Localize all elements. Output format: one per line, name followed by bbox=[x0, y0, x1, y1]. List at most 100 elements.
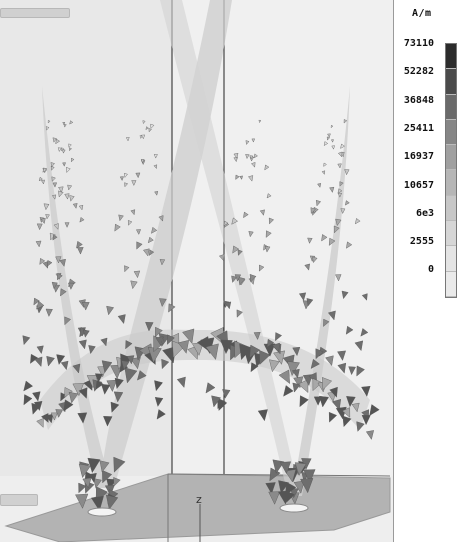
legend-swatch bbox=[446, 195, 456, 222]
field-vector bbox=[45, 308, 53, 317]
field-vector bbox=[101, 360, 113, 374]
field-vector bbox=[265, 482, 276, 495]
field-vector bbox=[77, 412, 88, 424]
field-vector bbox=[150, 123, 155, 129]
legend-label: 25411 bbox=[403, 122, 434, 134]
field-vector bbox=[153, 154, 158, 159]
field-vector bbox=[101, 383, 111, 395]
field-vector bbox=[38, 176, 43, 182]
field-vector bbox=[45, 126, 50, 131]
field-vector bbox=[154, 191, 159, 196]
field-vector bbox=[346, 241, 353, 249]
field-vector bbox=[125, 137, 130, 142]
field-vector bbox=[50, 162, 55, 168]
3d-viewport[interactable]: z bbox=[0, 0, 394, 542]
field-vector bbox=[341, 290, 349, 300]
field-vector bbox=[95, 380, 104, 390]
field-vector bbox=[45, 413, 54, 424]
field-vector bbox=[57, 147, 62, 153]
field-vector bbox=[337, 151, 343, 158]
field-vector bbox=[351, 402, 360, 413]
field-vector bbox=[315, 348, 324, 360]
field-vector bbox=[102, 470, 113, 484]
bottom-tab[interactable] bbox=[0, 494, 38, 506]
field-vector bbox=[275, 332, 283, 342]
field-vector bbox=[337, 362, 347, 374]
field-vector bbox=[278, 369, 290, 384]
field-vector bbox=[40, 179, 45, 185]
field-vector bbox=[52, 182, 58, 188]
field-vector bbox=[57, 273, 63, 281]
legend-label: 0 bbox=[427, 264, 434, 276]
field-vector bbox=[125, 340, 133, 350]
field-vector bbox=[126, 355, 135, 365]
field-vector bbox=[340, 208, 346, 214]
field-vector bbox=[62, 162, 66, 167]
field-vector bbox=[64, 387, 73, 399]
field-vector bbox=[56, 354, 66, 365]
field-vector bbox=[79, 217, 85, 223]
legend-units: A/m bbox=[412, 8, 432, 19]
field-vector bbox=[264, 164, 270, 171]
field-vector bbox=[149, 249, 155, 256]
field-vector bbox=[82, 302, 90, 311]
field-vector bbox=[303, 469, 316, 484]
field-vector bbox=[272, 342, 280, 353]
field-vector bbox=[251, 162, 256, 168]
field-vector bbox=[233, 153, 239, 159]
field-vector bbox=[327, 310, 336, 321]
legend-label: 52282 bbox=[403, 66, 434, 78]
field-vector bbox=[60, 392, 68, 402]
field-vector bbox=[176, 376, 186, 388]
field-vector bbox=[167, 334, 175, 345]
field-vector bbox=[217, 397, 226, 410]
field-vectors bbox=[22, 119, 380, 512]
ground-edge-2 bbox=[167, 473, 391, 477]
field-vector bbox=[211, 395, 221, 408]
legend-label: 2555 bbox=[409, 236, 434, 248]
field-vector bbox=[136, 241, 143, 250]
field-vector bbox=[69, 195, 75, 202]
field-vector bbox=[321, 377, 333, 391]
field-vector bbox=[205, 343, 219, 360]
field-vector bbox=[42, 167, 48, 173]
field-vector bbox=[323, 318, 330, 327]
field-vector bbox=[222, 389, 231, 399]
field-vector bbox=[78, 482, 87, 494]
field-vector bbox=[335, 274, 342, 282]
field-vector bbox=[269, 359, 280, 373]
field-vector bbox=[224, 301, 232, 310]
field-vector bbox=[243, 211, 249, 219]
field-vector bbox=[321, 170, 326, 175]
field-vector bbox=[78, 204, 84, 211]
field-vector bbox=[119, 176, 124, 181]
field-vector bbox=[63, 399, 74, 412]
field-vector bbox=[231, 275, 238, 283]
field-vector bbox=[63, 123, 67, 128]
legend-swatch bbox=[446, 119, 456, 146]
field-vector bbox=[158, 215, 164, 222]
field-vector bbox=[36, 223, 43, 231]
field-vector bbox=[319, 395, 329, 408]
field-vector bbox=[177, 340, 190, 354]
field-vector bbox=[110, 401, 120, 413]
field-vector bbox=[328, 411, 338, 423]
field-vector bbox=[131, 180, 137, 186]
top-tab[interactable] bbox=[0, 8, 70, 18]
field-vector bbox=[331, 145, 335, 150]
field-vector bbox=[114, 377, 124, 390]
field-vector bbox=[68, 282, 75, 290]
field-vector bbox=[310, 358, 320, 369]
field-vector bbox=[30, 353, 39, 364]
field-vector bbox=[151, 226, 158, 234]
legend-label: 16937 bbox=[403, 151, 434, 163]
field-vector bbox=[361, 415, 371, 426]
field-vector bbox=[40, 217, 46, 225]
field-vector bbox=[130, 209, 136, 216]
axis-label-z: z bbox=[196, 493, 202, 506]
field-vector bbox=[292, 346, 301, 357]
field-vector bbox=[223, 220, 229, 227]
field-vector bbox=[356, 365, 365, 377]
field-vector bbox=[253, 153, 258, 159]
field-vector bbox=[361, 385, 371, 397]
